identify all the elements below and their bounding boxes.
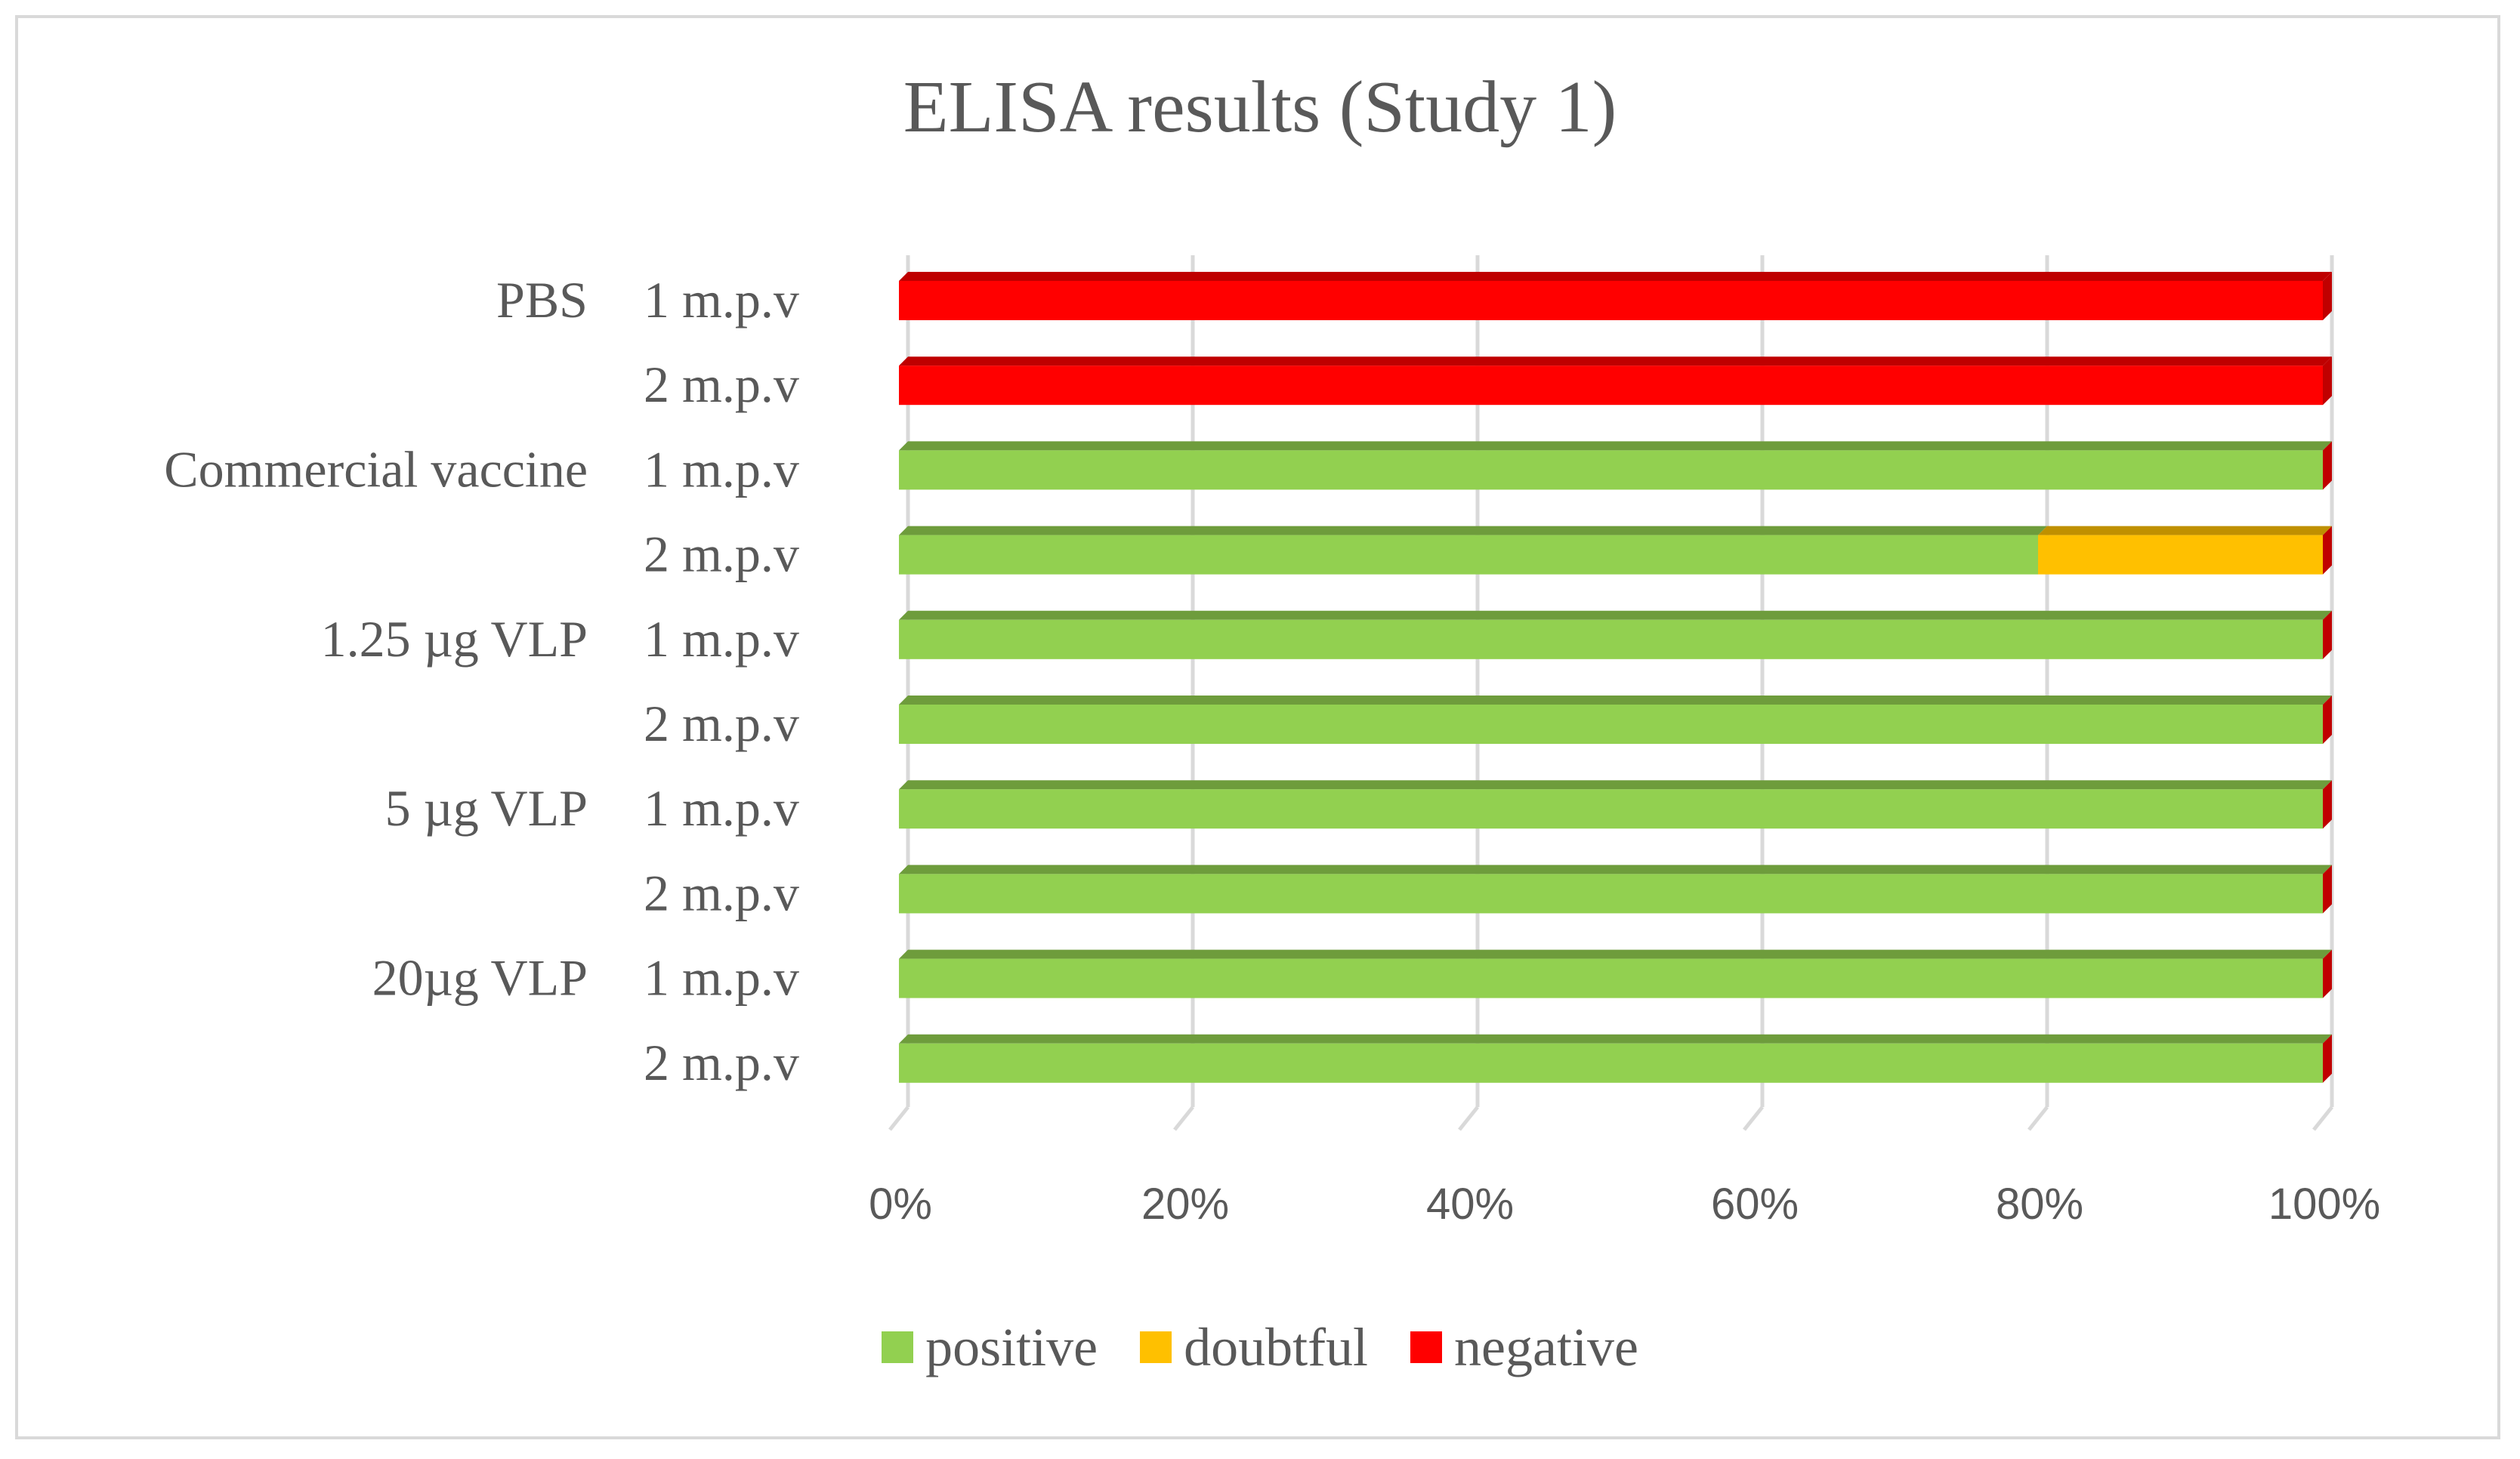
bar-segment-positive [899, 450, 2323, 490]
subcategory-label: 2 m.p.v [644, 695, 799, 752]
bar-segment-positive [899, 535, 2038, 575]
chart-title: ELISA results (Study 1) [903, 66, 1617, 148]
category-label: 1.25 µg VLP [321, 610, 588, 668]
gridline-foot [888, 1106, 909, 1131]
bar-segment-positive [899, 705, 2323, 744]
subcategory-label: 1 m.p.v [644, 271, 799, 329]
bar-side-face [2323, 949, 2332, 998]
legend-item-doubtful: doubtful [1140, 1316, 1368, 1379]
bar-segment-top [899, 696, 2332, 705]
bar-segment-positive [899, 1043, 2323, 1083]
x-tick-label: 100% [2268, 1180, 2380, 1229]
bar-side-face [2323, 526, 2332, 575]
bar-side-face [2323, 441, 2332, 490]
subcategory-label: 1 m.p.v [644, 440, 799, 498]
category-label: 20µg VLP [372, 949, 588, 1007]
bar-segment-negative [899, 281, 2323, 320]
legend-item-negative: negative [1410, 1316, 1638, 1379]
legend-item-positive: positive [882, 1316, 1098, 1379]
bar-segment-doubtful [2038, 535, 2323, 575]
bar-segment-top [899, 272, 2332, 281]
subcategory-label: 2 m.p.v [644, 1034, 799, 1091]
bar-side-face [2323, 865, 2332, 914]
category-label: 5 µg VLP [385, 779, 588, 837]
bar-side-face [2323, 696, 2332, 744]
gridline-foot [1743, 1106, 1764, 1131]
bar-side-face [2323, 1034, 2332, 1083]
bar-segment-top [899, 356, 2332, 366]
category-label: Commercial vaccine [164, 440, 588, 498]
gridline-foot [2312, 1106, 2333, 1131]
legend-label: negative [1454, 1316, 1638, 1377]
bar-segment-top [899, 949, 2332, 959]
legend-swatch [882, 1331, 914, 1363]
subcategory-label: 1 m.p.v [644, 610, 799, 668]
bar-segment-top [2038, 526, 2332, 535]
bar-segment-top [899, 526, 2047, 535]
subcategory-label: 1 m.p.v [644, 779, 799, 837]
legend-label: positive [925, 1316, 1098, 1377]
category-label: PBS [496, 271, 588, 329]
bar-segment-top [899, 441, 2332, 451]
x-tick-label: 40% [1426, 1180, 1514, 1229]
gridline-foot [1173, 1106, 1194, 1131]
legend-swatch [1410, 1331, 1443, 1363]
bar-side-face [2323, 610, 2332, 659]
bar-side-face [2323, 272, 2332, 320]
subcategory-label: 2 m.p.v [644, 356, 799, 413]
bar-segment-positive [899, 619, 2323, 659]
bar-segment-positive [899, 958, 2323, 998]
bar-side-face [2323, 356, 2332, 406]
bar-segment-top [899, 1034, 2332, 1044]
gridline-foot [1458, 1106, 1479, 1131]
legend: positive doubtful negative [0, 1309, 2520, 1385]
x-tick-label: 0% [869, 1180, 932, 1229]
bar-segment-top [899, 865, 2332, 874]
legend-label: doubtful [1184, 1316, 1369, 1377]
bar-segment-negative [899, 366, 2323, 406]
bar-side-face [2323, 780, 2332, 829]
bar-segment-top [899, 610, 2332, 620]
x-tick-label: 60% [1711, 1180, 1799, 1229]
subcategory-label: 2 m.p.v [644, 864, 799, 921]
bar-segment-top [899, 780, 2332, 790]
bar-segment-positive [899, 789, 2323, 829]
subcategory-label: 1 m.p.v [644, 949, 799, 1007]
legend-swatch [1140, 1331, 1172, 1363]
subcategory-label: 2 m.p.v [644, 526, 799, 583]
x-tick-label: 20% [1141, 1180, 1229, 1229]
bar-segment-positive [899, 874, 2323, 914]
gridline-foot [2027, 1106, 2049, 1131]
x-tick-label: 80% [1996, 1180, 2083, 1229]
